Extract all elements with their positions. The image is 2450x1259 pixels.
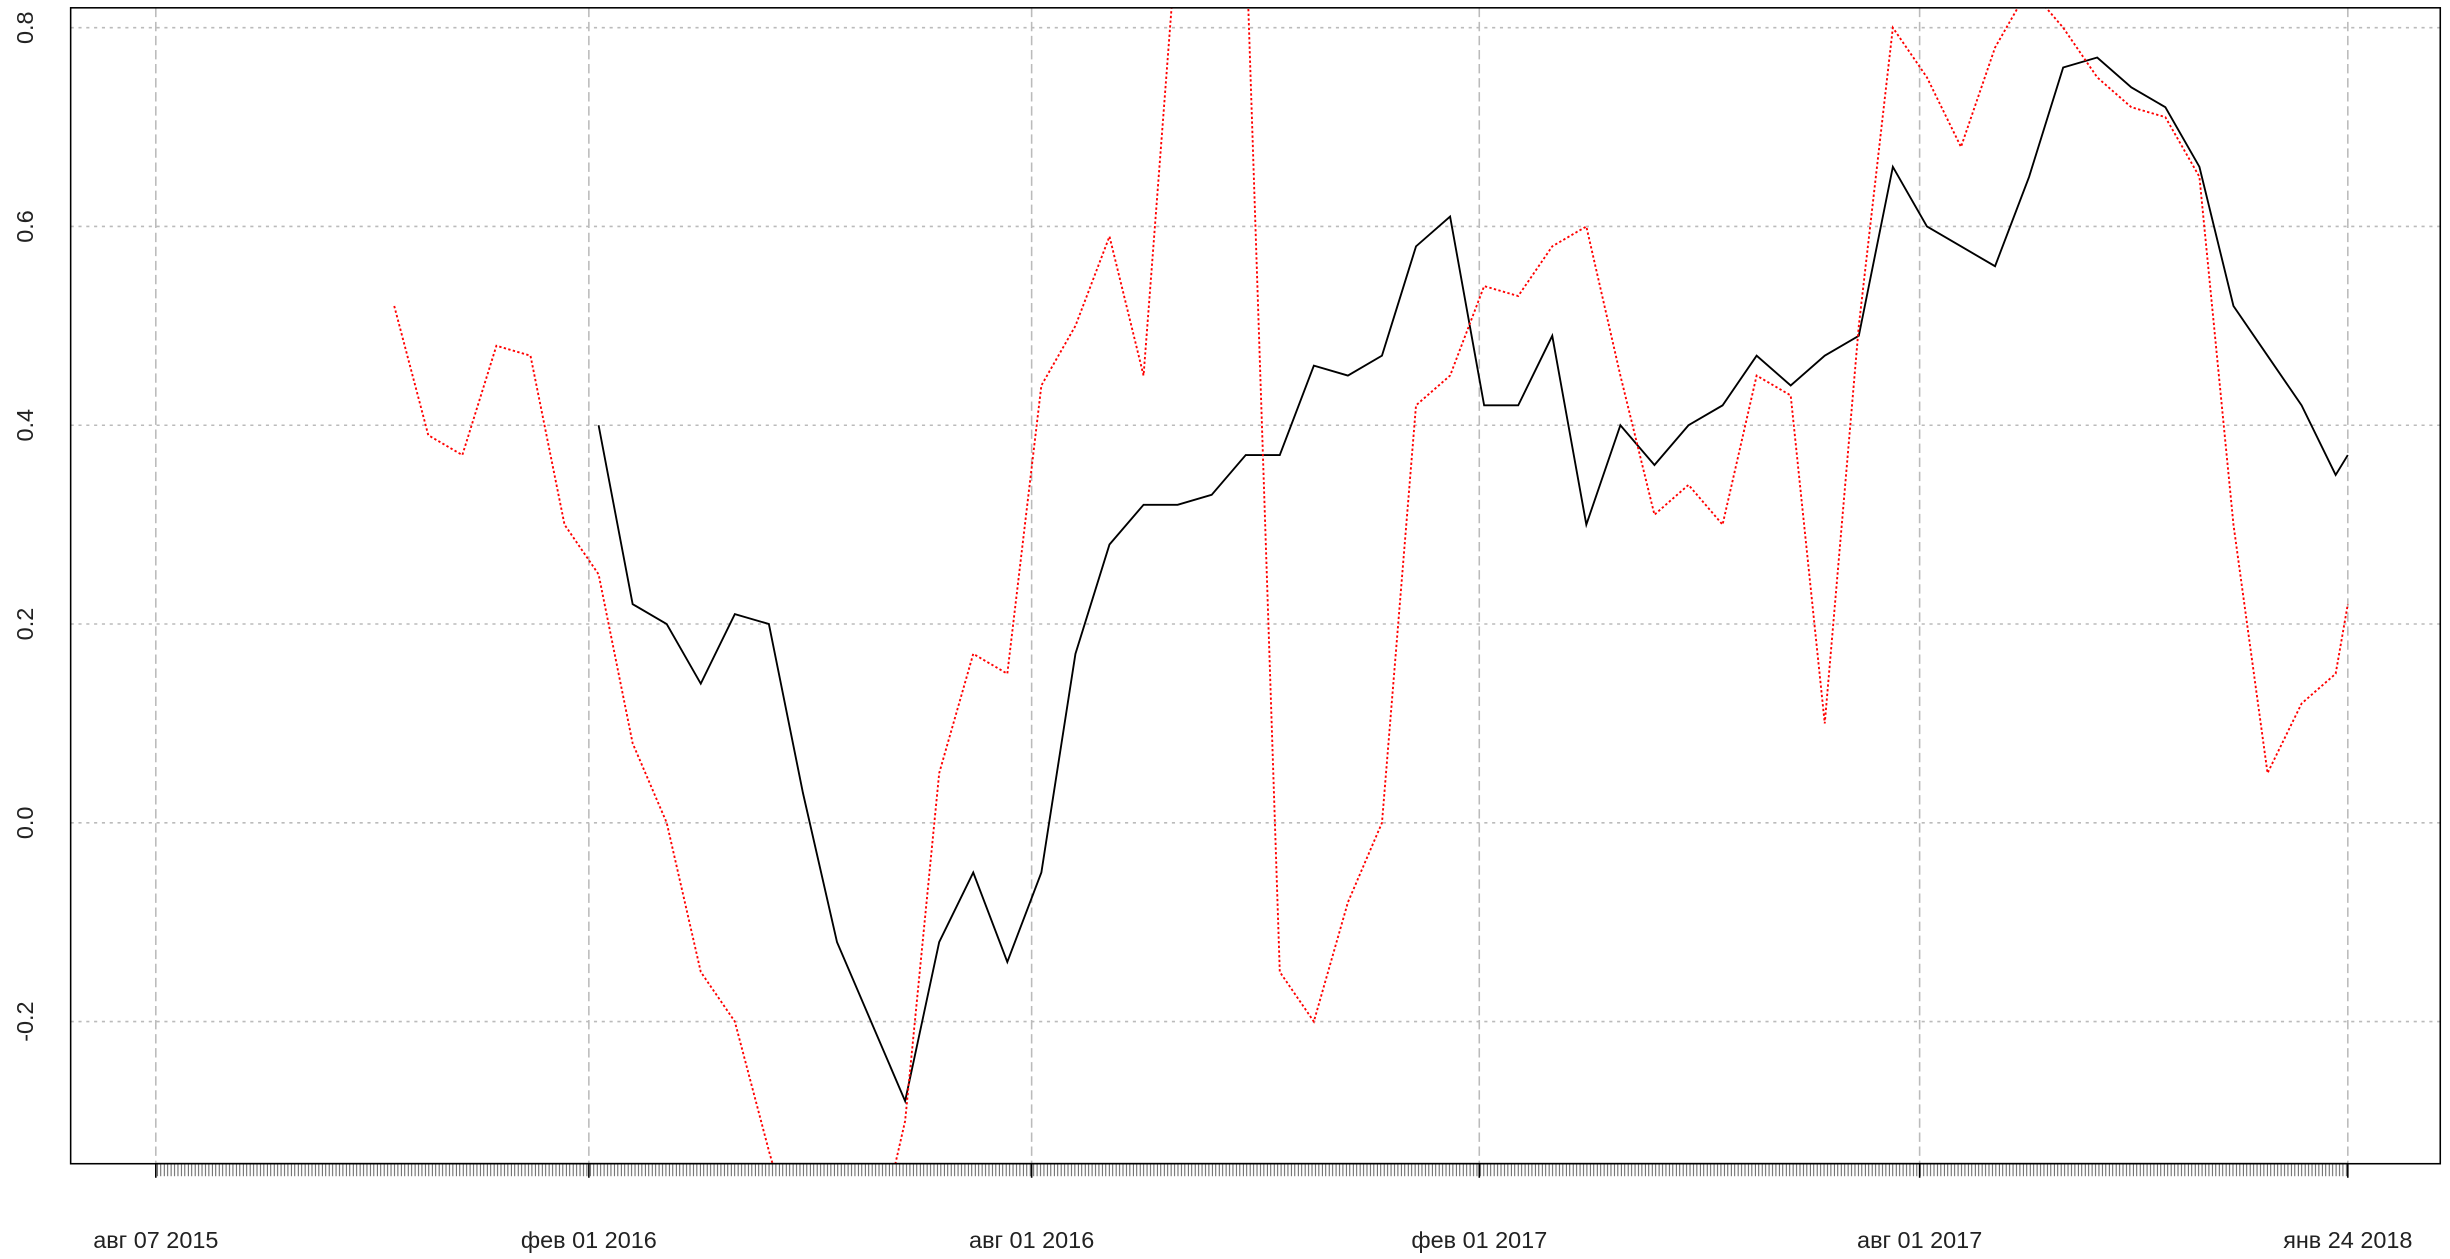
series-line — [597, 56, 2349, 1105]
y-tick-label: -0.2 — [12, 1001, 38, 1041]
y-tick-label: 0.4 — [12, 409, 38, 442]
y-tick-label: 0.0 — [12, 807, 38, 840]
series-line — [393, 7, 2349, 1164]
y-tick-label: 0.6 — [12, 210, 38, 243]
y-tick-label: 0.2 — [12, 608, 38, 641]
minor-ticks — [156, 1163, 2349, 1177]
grid — [70, 7, 2441, 1164]
x-tick-label: фев 01 2016 — [521, 1227, 657, 1253]
x-tick-label: авг 07 2015 — [93, 1227, 218, 1253]
x-tick-label: янв 24 2018 — [2283, 1227, 2412, 1253]
x-tick-label: авг 01 2017 — [1857, 1227, 1982, 1253]
y-tick-label: 0.8 — [12, 11, 38, 44]
plot-area — [393, 7, 2349, 1164]
plot-frame — [69, 7, 2442, 1165]
x-tick-label: авг 01 2016 — [969, 1227, 1094, 1253]
x-tick-label: фев 01 2017 — [1411, 1227, 1547, 1253]
